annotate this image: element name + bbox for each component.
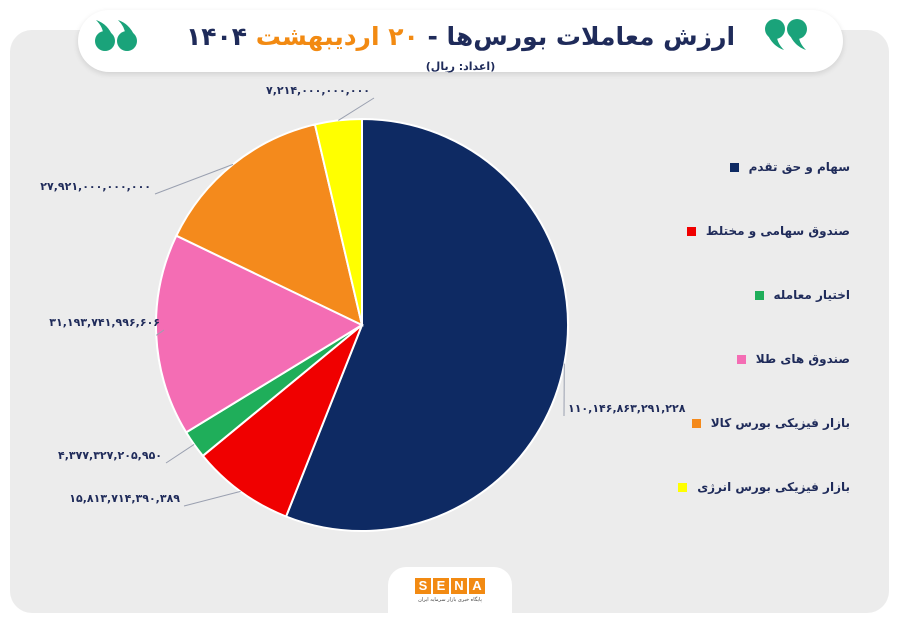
slice-value-label: ۱۵,۸۱۳,۷۱۴,۳۹۰,۳۸۹ bbox=[69, 492, 180, 505]
legend-swatch bbox=[754, 290, 764, 300]
legend-label: بازار فیزیکی بورس انرژی bbox=[697, 480, 850, 494]
legend-swatch bbox=[686, 226, 696, 236]
legend-label: صندوق های طلا bbox=[755, 352, 850, 366]
title-main: ارزش معاملات بورس‌ها - bbox=[427, 22, 736, 51]
legend-swatch bbox=[678, 482, 688, 492]
leader-line bbox=[165, 443, 195, 464]
logo-letter: E bbox=[433, 578, 449, 594]
pie-slice bbox=[201, 324, 363, 518]
title-year: ۱۴۰۴ bbox=[185, 22, 247, 51]
chart-title: ارزش معاملات بورس‌ها - ۲۰ اردیبهشت ۱۴۰۴ bbox=[78, 22, 843, 51]
pie-slice bbox=[175, 123, 364, 327]
title-date: ۲۰ اردیبهشت bbox=[255, 22, 419, 51]
legend-label: سهام و حق تقدم bbox=[748, 160, 850, 174]
quote-close-icon bbox=[95, 20, 137, 51]
leader-line bbox=[183, 490, 241, 507]
slice-value-label: ۱۱۰,۱۴۶,۸۶۳,۲۹۱,۲۲۸ bbox=[568, 402, 686, 415]
slice-value-label: ۴,۳۷۷,۳۲۷,۲۰۵,۹۵۰ bbox=[58, 449, 162, 462]
legend-item: اختیار معامله bbox=[660, 288, 850, 302]
legend-swatch bbox=[691, 418, 701, 428]
pie-slice bbox=[154, 234, 365, 434]
leader-line bbox=[154, 163, 234, 195]
logo-letter: A bbox=[469, 578, 485, 594]
logo-tagline: پایگاه خبری بازار سرمایه ایران bbox=[418, 597, 482, 603]
logo-letter: S bbox=[415, 578, 431, 594]
legend-item: سهام و حق تقدم bbox=[660, 160, 850, 174]
legend-swatch bbox=[729, 162, 739, 172]
legend-item: بازار فیزیکی بورس کالا bbox=[660, 416, 850, 430]
quote-open-icon bbox=[765, 19, 807, 50]
legend-label: بازار فیزیکی بورس کالا bbox=[710, 416, 850, 430]
legend-item: صندوق های طلا bbox=[660, 352, 850, 366]
chart-unit: (اعداد: ریال) bbox=[425, 60, 496, 73]
leader-line bbox=[338, 97, 375, 121]
slice-value-label: ۲۷,۹۲۱,۰۰۰,۰۰۰,۰۰۰ bbox=[40, 180, 151, 193]
legend-label: اختیار معامله bbox=[773, 288, 850, 302]
legend-item: صندوق سهامی و مختلط bbox=[660, 224, 850, 238]
legend-label: صندوق سهامی و مختلط bbox=[705, 224, 850, 238]
legend-item: بازار فیزیکی بورس انرژی bbox=[660, 480, 850, 494]
slice-value-label: ۷,۲۱۴,۰۰۰,۰۰۰,۰۰۰ bbox=[266, 84, 370, 97]
leader-line bbox=[156, 329, 165, 336]
title-banner: ارزش معاملات بورس‌ها - ۲۰ اردیبهشت ۱۴۰۴ … bbox=[78, 10, 843, 73]
logo-letter: N bbox=[451, 578, 467, 594]
slice-value-label: ۳۱,۱۹۳,۷۴۱,۹۹۶,۶۰۶ bbox=[49, 316, 160, 329]
legend-swatch bbox=[736, 354, 746, 364]
